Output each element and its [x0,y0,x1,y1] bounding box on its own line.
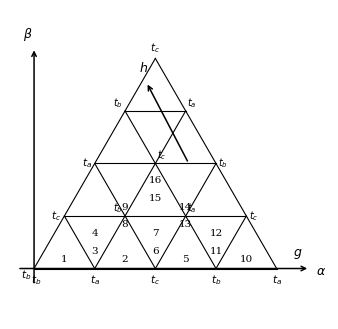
Text: 5: 5 [183,255,189,264]
Text: 15: 15 [149,194,162,203]
Text: $t_{c}$: $t_{c}$ [150,273,160,287]
Text: 2: 2 [122,255,128,264]
Text: 14: 14 [179,203,192,212]
Text: 6: 6 [152,246,159,256]
Text: $\alpha$: $\alpha$ [316,265,326,278]
Text: $t_{a}$: $t_{a}$ [82,157,92,170]
Text: $t_{b}$: $t_{b}$ [218,157,228,170]
Text: $t_{a}$: $t_{a}$ [188,201,197,215]
Text: 16: 16 [149,176,162,186]
Text: $t_{c}$: $t_{c}$ [249,209,258,223]
Text: $h$: $h$ [139,61,148,75]
Text: $t_{c}$: $t_{c}$ [157,148,167,162]
Text: $g$: $g$ [293,247,303,261]
Text: $t_{c}$: $t_{c}$ [150,41,160,55]
Text: $t_{b}$: $t_{b}$ [114,201,123,215]
Text: 12: 12 [209,229,223,238]
Text: $t_{a}$: $t_{a}$ [272,273,282,287]
Text: 11: 11 [209,246,223,256]
Text: 9: 9 [122,203,128,212]
Text: 3: 3 [91,246,98,256]
Text: $t_{a}$: $t_{a}$ [188,96,197,110]
Text: 10: 10 [240,255,253,264]
Text: $t_{b}$: $t_{b}$ [114,96,123,110]
Text: $t_{c}$: $t_{c}$ [51,209,61,223]
Text: 8: 8 [122,220,128,229]
Text: 4: 4 [91,229,98,238]
Text: 13: 13 [179,220,192,229]
Text: $t_{b}$: $t_{b}$ [31,273,41,287]
Text: $\beta$: $\beta$ [23,26,33,43]
Text: $t_{b}$: $t_{b}$ [211,273,221,287]
Text: $t_{b}$: $t_{b}$ [21,268,31,282]
Text: 7: 7 [152,229,159,238]
Text: $t_{a}$: $t_{a}$ [90,273,100,287]
Text: 1: 1 [61,255,68,264]
